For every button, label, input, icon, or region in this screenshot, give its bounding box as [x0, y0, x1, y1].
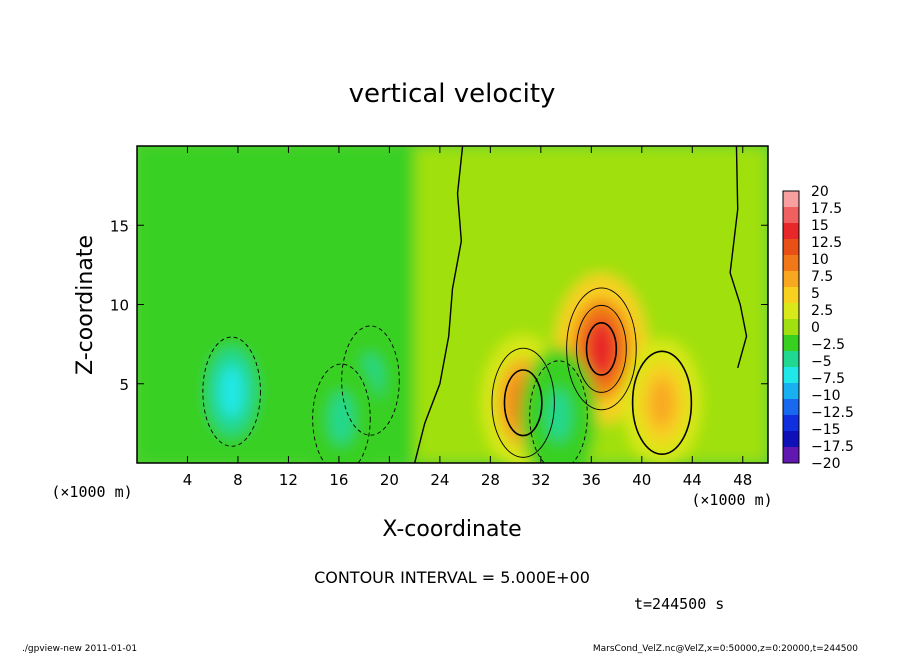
- colorbar-label: 5: [811, 286, 820, 302]
- colorbar-swatch: [783, 207, 799, 224]
- x-axis-label: X-coordinate: [382, 517, 521, 542]
- y-tick-label: 15: [110, 217, 129, 235]
- colorbar-swatch: [783, 415, 799, 432]
- x-unit-left: (×1000 m): [51, 483, 132, 501]
- positive-contour: [566, 287, 637, 411]
- colorbar-label: −10: [811, 388, 841, 404]
- x-tick-label: 16: [329, 471, 348, 489]
- positive-contour: [631, 350, 693, 456]
- colorbar-swatch: [783, 383, 799, 400]
- colorbar-label: −15: [811, 422, 841, 438]
- updraft-core: [649, 378, 675, 428]
- colorbar-swatch: [783, 351, 799, 368]
- y-axis-label: Z-coordinate: [73, 235, 98, 375]
- positive-contour: [503, 369, 543, 437]
- plot-area: [136, 145, 769, 464]
- colorbar-swatch: [783, 319, 799, 336]
- colorbar-swatch: [783, 447, 799, 464]
- zero-contour: [413, 146, 464, 463]
- colorbar-label: −2.5: [811, 337, 845, 353]
- colorbar-label: 10: [811, 252, 829, 268]
- colorbar-label: −12.5: [811, 405, 854, 421]
- x-tick-label: 32: [531, 471, 550, 489]
- negative-contour: [312, 363, 371, 463]
- colorbar-label: 15: [811, 218, 829, 234]
- y-tick-label: 10: [110, 297, 129, 315]
- colorbar-swatch: [783, 431, 799, 448]
- colorbar-label: 2.5: [811, 303, 833, 319]
- x-tick-label: 44: [683, 471, 702, 489]
- x-tick-label: 20: [380, 471, 399, 489]
- x-tick-label: 24: [430, 471, 449, 489]
- colorbar-label: 7.5: [811, 269, 833, 285]
- colorbar-swatch: [783, 367, 799, 384]
- x-tick-label: 12: [279, 471, 298, 489]
- time-stamp: t=244500 s: [634, 595, 724, 613]
- zero-contour: [729, 146, 748, 369]
- colorbar: 2017.51512.5107.552.50−2.5−5−7.5−10−12.5…: [782, 184, 854, 472]
- colorbar-label: −20: [811, 456, 841, 472]
- footer-left: ./gpview-new 2011-01-01: [22, 644, 137, 654]
- x-tick-label: 36: [582, 471, 601, 489]
- negative-contour: [202, 336, 261, 447]
- contour-layer: [202, 146, 748, 463]
- colorbar-label: −17.5: [811, 439, 854, 455]
- y-tick-label: 5: [119, 376, 129, 394]
- positive-contour: [491, 347, 555, 458]
- x-tick-label: 28: [481, 471, 500, 489]
- colorbar-label: 20: [811, 184, 829, 200]
- positive-contour: [576, 304, 627, 393]
- colorbar-swatch: [783, 223, 799, 240]
- x-tick-label: 40: [632, 471, 651, 489]
- colorbar-label: −7.5: [811, 371, 845, 387]
- colorbar-swatch: [783, 303, 799, 320]
- colorbar-label: 0: [811, 320, 820, 336]
- downdraft-core: [329, 392, 354, 445]
- positive-contour: [585, 321, 618, 376]
- x-tick-label: 4: [183, 471, 193, 489]
- x-unit-right: (×1000 m): [691, 491, 772, 509]
- colorbar-swatch: [783, 287, 799, 304]
- field-layer: [137, 146, 768, 463]
- colorbar-swatch: [783, 255, 799, 272]
- colorbar-label: 12.5: [811, 235, 842, 251]
- updraft-core: [586, 319, 616, 378]
- downdraft-core: [546, 389, 571, 442]
- colorbar-swatch: [783, 191, 799, 208]
- colorbar-label: 17.5: [811, 201, 842, 217]
- chart-title: vertical velocity: [349, 79, 556, 109]
- colorbar-swatch: [783, 239, 799, 256]
- x-axis: 4 8 12 16 20 24 28 32 36 40 44 48: [183, 146, 752, 489]
- contour-interval: CONTOUR INTERVAL = 5.000E+00: [314, 568, 590, 587]
- colorbar-swatch: [783, 271, 799, 288]
- colorbar-swatch: [783, 399, 799, 416]
- y-axis: 5 10 15: [110, 217, 768, 394]
- downdraft-core: [219, 365, 244, 418]
- x-tick-label: 48: [733, 471, 752, 489]
- footer-right: MarsCond_VelZ.nc@VelZ,x=0:50000,z=0:2000…: [593, 644, 858, 654]
- negative-contour: [341, 325, 400, 436]
- colorbar-frame: [782, 190, 800, 464]
- colorbar-label: −5: [811, 354, 832, 370]
- colorbar-swatch: [783, 335, 799, 352]
- negative-contour: [529, 360, 588, 463]
- x-tick-label: 8: [233, 471, 243, 489]
